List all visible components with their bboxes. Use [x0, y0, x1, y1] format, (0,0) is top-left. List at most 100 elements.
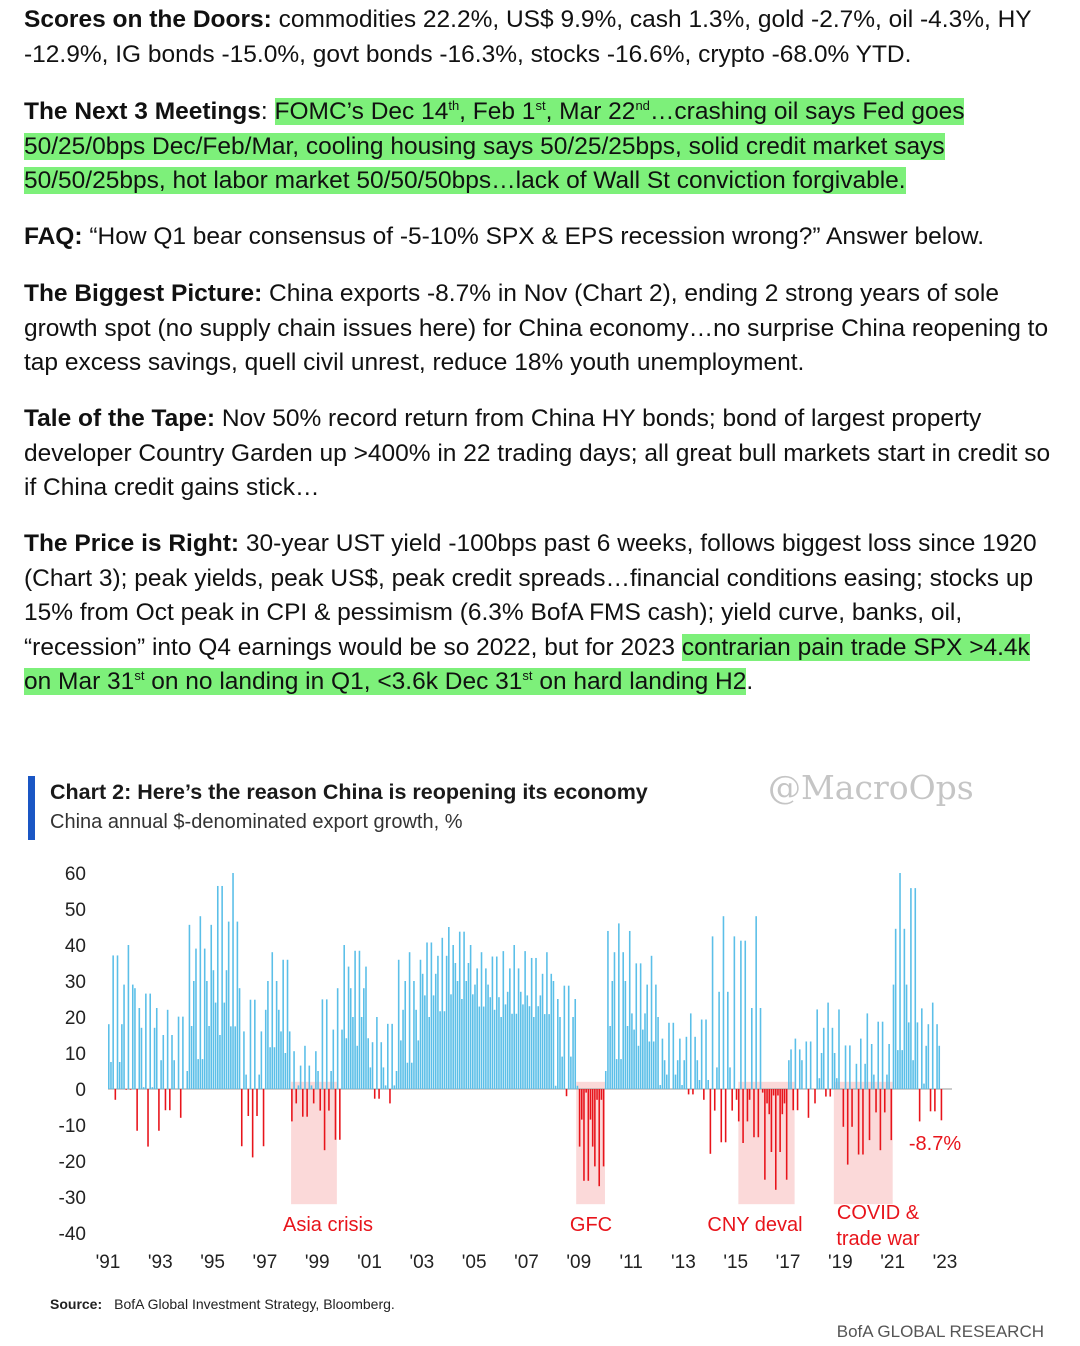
bar [709, 1089, 712, 1154]
bar [489, 997, 492, 1089]
bar [648, 1041, 651, 1089]
bar [685, 1036, 688, 1089]
bar [700, 1019, 703, 1089]
bar [703, 1089, 705, 1100]
bar [772, 1089, 775, 1096]
bar [663, 1060, 666, 1089]
bar [881, 1021, 884, 1089]
price-text: 30-year UST yield -100bps past 6 weeks, … [24, 530, 1037, 661]
bar [807, 1089, 810, 1118]
bar [341, 1029, 343, 1089]
bar [659, 1085, 662, 1089]
bar [408, 952, 411, 1089]
bar [127, 945, 130, 1089]
bar [515, 1013, 518, 1089]
bar [389, 1089, 391, 1104]
bar [539, 995, 542, 1089]
bar [210, 924, 213, 1089]
bar [541, 973, 544, 1089]
bar [768, 1089, 771, 1115]
bar [258, 1074, 260, 1089]
bar [737, 1089, 740, 1122]
x-tick-label: '21 [880, 1252, 905, 1273]
bar [493, 1009, 496, 1089]
export-growth-chart: 60 50 40 30 20 10 0 -10 -20 -30 -40 '91 '93 '95 '97 '99… [59, 864, 962, 1273]
bar [711, 936, 714, 1089]
bar [905, 984, 908, 1089]
bar [604, 1071, 607, 1089]
bar [356, 1045, 359, 1089]
bar [742, 1089, 744, 1143]
bar [796, 1089, 799, 1111]
bar [286, 959, 289, 1089]
x-tick-label: '11 [619, 1252, 642, 1273]
bar [164, 1089, 167, 1111]
bar [888, 1044, 890, 1089]
bar [940, 1089, 943, 1121]
bar [836, 1078, 838, 1089]
bar [454, 963, 457, 1089]
bar [574, 999, 577, 1089]
bar [162, 1035, 165, 1089]
price-s1: st [134, 667, 145, 683]
scores-text: commodities 22.2%, US$ 9.9%, cash 1.3%, … [24, 6, 1032, 68]
bar [506, 991, 509, 1089]
bar [790, 1049, 792, 1089]
bar [921, 1008, 923, 1089]
meetings-h3: , Mar 22 [545, 98, 636, 125]
bar [526, 995, 529, 1089]
bar [264, 1009, 267, 1089]
bar [622, 952, 624, 1089]
bar [785, 1089, 788, 1180]
bar [234, 1026, 237, 1089]
price-end: . [746, 668, 754, 695]
bar [138, 1008, 141, 1089]
bar [360, 1017, 363, 1089]
bar [500, 1017, 502, 1089]
bar [208, 1026, 210, 1089]
bar [502, 951, 505, 1089]
bar [635, 963, 638, 1089]
bar [761, 1089, 764, 1093]
bar [301, 1089, 304, 1117]
tape-label: Tale of the Tape: [24, 405, 216, 432]
bar [890, 1089, 893, 1141]
bar [238, 988, 241, 1089]
bar [537, 1006, 539, 1089]
bar [147, 1089, 149, 1147]
bar [777, 1089, 779, 1096]
bar [254, 999, 256, 1089]
bar [554, 1085, 557, 1089]
bar [720, 1089, 723, 1143]
bar [145, 993, 147, 1089]
bar [110, 1062, 112, 1089]
bar [151, 1087, 154, 1089]
bar [188, 924, 191, 1089]
bar [179, 1089, 182, 1118]
bar [380, 1042, 383, 1089]
bar [509, 968, 511, 1089]
bar [892, 984, 895, 1089]
meetings-colon: : [260, 98, 275, 125]
bar [626, 1026, 629, 1089]
bar [328, 1089, 330, 1111]
bar [783, 1089, 786, 1104]
bar [339, 1089, 341, 1140]
bar [570, 1056, 572, 1089]
price-h1: contrarian pain trade SPX >4.4k on Mar 3… [24, 633, 1030, 696]
bar [216, 885, 219, 1089]
bar [393, 1085, 396, 1089]
bar [580, 1089, 583, 1120]
bar [801, 1060, 803, 1089]
bar [683, 1060, 686, 1089]
bar [273, 1047, 276, 1089]
bar [160, 1060, 162, 1089]
meetings-s2: st [535, 97, 546, 113]
meetings-s3: nd [635, 97, 650, 113]
price-label: The Price is Right: [24, 530, 240, 557]
bar [452, 945, 454, 1089]
bar [637, 1045, 640, 1089]
bar [321, 999, 324, 1089]
y-tick-label: 60 [65, 864, 86, 885]
annotation-label: CNY deval [707, 1214, 802, 1236]
